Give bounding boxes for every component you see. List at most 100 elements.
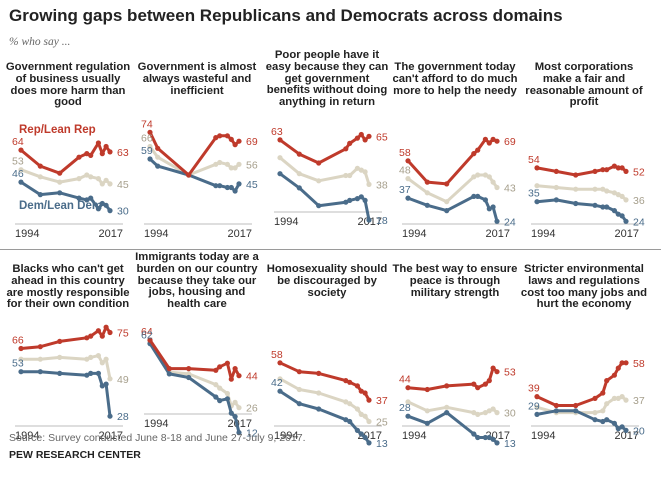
data-point-dem [494, 440, 500, 446]
data-point-rep [623, 168, 629, 174]
panel-title: Most corporations make a fair and reason… [525, 61, 643, 109]
data-point-dem [236, 430, 242, 436]
data-point-rep [619, 165, 625, 171]
end-value-label-rep: 75 [117, 328, 129, 340]
panel-environment: Stricter environmental laws and regulati… [519, 263, 649, 486]
panel-blacks: Blacks who can't get ahead in this count… [3, 263, 133, 486]
data-point-rep [224, 133, 230, 139]
data-point-rep [600, 167, 606, 173]
data-point-rep [424, 386, 430, 393]
data-point-rep [316, 160, 322, 166]
x-start-label: 1994 [531, 430, 555, 442]
data-point-dem [362, 434, 368, 441]
data-point-total [486, 174, 492, 180]
data-point-dem [600, 204, 606, 210]
data-point-dem [490, 436, 496, 442]
organization-name: PEW RESEARCH CENTER [9, 449, 141, 461]
data-point-rep [236, 373, 242, 379]
data-point-total [619, 394, 625, 400]
data-point-rep [88, 333, 94, 339]
start-value-label-dem: 46 [12, 168, 24, 180]
data-point-rep [573, 402, 579, 409]
data-point-rep [99, 333, 105, 339]
data-point-total [482, 410, 488, 416]
data-point-dem [343, 417, 349, 423]
x-start-label: 1994 [15, 228, 39, 240]
data-point-total [592, 410, 598, 416]
start-value-label-dem: 62 [141, 330, 153, 342]
data-point-rep [343, 146, 349, 152]
data-point-rep [354, 135, 360, 141]
series-line-rep [406, 137, 499, 186]
start-value-label-rep: 54 [528, 154, 540, 166]
data-point-rep [358, 131, 364, 138]
data-point-dem [358, 194, 364, 200]
data-point-dem [611, 208, 617, 214]
x-end-label: 2017 [615, 430, 639, 442]
data-point-dem [405, 195, 411, 201]
end-value-label-total: 26 [246, 403, 258, 415]
panel-poor-people: Poor people have it easy because they ca… [262, 49, 392, 272]
start-value-label-rep: 64 [12, 136, 24, 148]
start-value-label-dem: 42 [271, 377, 283, 389]
data-point-total [57, 179, 63, 185]
end-value-label-dem: 13 [376, 438, 388, 450]
data-point-total [296, 386, 302, 393]
data-point-dem [232, 188, 238, 194]
legend-dem: Dem/Lean Dem [19, 200, 103, 212]
panel-title: Immigrants today are a burden on our cou… [135, 251, 259, 311]
start-value-label-dem: 37 [399, 184, 411, 196]
data-point-rep [362, 137, 368, 143]
panel-chart: 1994 2017 39 58 37 29 20 [528, 358, 645, 442]
data-point-rep [107, 329, 113, 336]
data-point-rep [366, 133, 372, 139]
panel-title: Stricter environmental laws and regulati… [520, 263, 648, 311]
data-point-total [405, 399, 411, 405]
data-point-dem [37, 192, 43, 198]
data-point-rep [99, 151, 105, 157]
data-point-dem [358, 431, 364, 437]
data-point-dem [444, 208, 450, 214]
data-point-rep [475, 385, 481, 391]
data-point-total [482, 172, 488, 178]
data-point-rep [534, 394, 540, 400]
data-point-total [534, 404, 540, 410]
data-point-rep [553, 168, 559, 174]
data-point-rep [217, 133, 223, 139]
start-value-label-dem: 29 [528, 400, 540, 412]
x-end-label: 2017 [99, 430, 123, 442]
data-point-rep [592, 395, 598, 401]
data-point-rep [405, 385, 411, 391]
data-point-total [623, 397, 629, 403]
data-point-dem [623, 427, 629, 433]
data-point-rep [592, 168, 598, 174]
data-point-rep [76, 154, 82, 160]
start-value-label-rep: 74 [141, 118, 153, 130]
panel-chart: 1994 2017 74 69 66 56 59 45 [141, 118, 258, 240]
end-value-label-rep: 63 [117, 147, 129, 159]
data-point-total [228, 165, 234, 171]
data-point-total [88, 354, 94, 360]
start-value-label-total: 66 [141, 133, 153, 145]
series-line-dem [19, 370, 112, 418]
end-value-label-dem: 24 [633, 216, 645, 228]
series-line-rep [406, 366, 499, 391]
data-point-rep [95, 328, 101, 334]
end-value-label-rep: 65 [376, 131, 388, 143]
data-point-dem [296, 401, 302, 407]
data-point-dem [600, 418, 606, 425]
end-value-label-total: 30 [504, 408, 516, 420]
x-start-label: 1994 [274, 216, 298, 228]
data-point-total [347, 401, 353, 407]
panel-chart: 1994 2017 64 44 26 62 12 [141, 326, 258, 440]
data-point-total [623, 197, 629, 203]
data-point-total [424, 190, 430, 196]
data-point-rep [611, 372, 617, 378]
data-point-total [107, 181, 113, 187]
data-point-dem [619, 213, 625, 219]
data-point-dem [494, 218, 500, 224]
panel-title: Blacks who can't get ahead in this count… [6, 263, 130, 311]
end-value-label-total: 36 [633, 195, 645, 207]
panel-title: The best way to ensure peace is through … [392, 263, 518, 299]
